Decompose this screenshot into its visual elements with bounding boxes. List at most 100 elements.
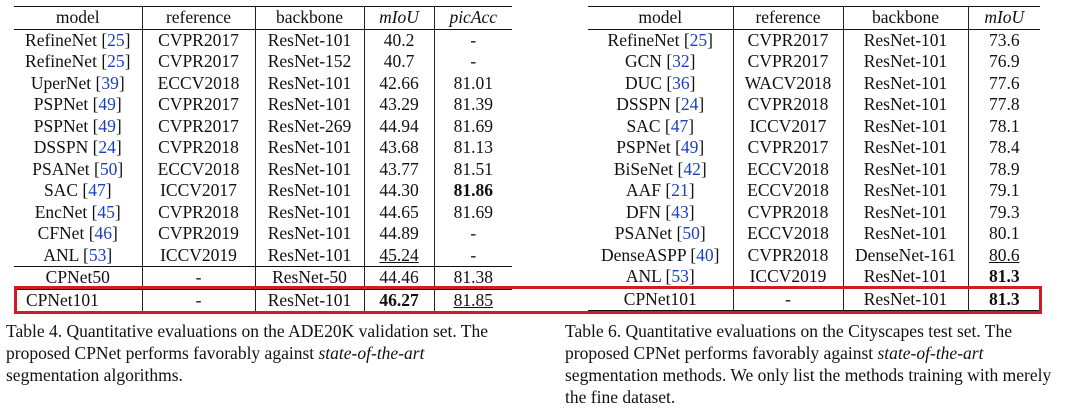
model-cell: GCN [32] [588, 51, 734, 73]
miou-cell: 40.7 [364, 51, 435, 73]
miou-cell: 81.3 [988, 266, 1020, 286]
header-backbone: backbone [843, 6, 969, 30]
backbone-cell: ResNet-101 [843, 94, 969, 116]
model-cell: CPNet101 [588, 287, 734, 311]
reference-cell: ECCV2018 [142, 72, 256, 94]
miou-cell: 42.66 [364, 72, 435, 94]
citation-link[interactable]: 25 [107, 29, 125, 50]
table-row: SAC [47] ICCV2017 ResNet-101 44.30 81.86 [14, 180, 512, 202]
model-cell: PSANet [50] [588, 223, 734, 245]
picacc-cell: 81.85 [434, 288, 512, 312]
citation-link[interactable]: 46 [94, 223, 113, 243]
header-reference: reference [733, 6, 844, 30]
citation-link[interactable]: 24 [98, 137, 116, 157]
picacc-cell: 81.01 [453, 72, 493, 93]
citation-link[interactable]: 36 [672, 72, 690, 93]
model-cell: DFN [43] [588, 201, 734, 223]
table-row: RefineNet [25] CVPR2017 ResNet-101 73.6 [588, 29, 1040, 51]
backbone-cell: ResNet-101 [255, 72, 365, 94]
citation-link[interactable]: 47 [88, 180, 106, 200]
backbone-cell: ResNet-101 [843, 51, 969, 73]
citation-link[interactable]: 32 [672, 51, 690, 71]
model-cell: CFNet [46] [14, 223, 143, 245]
citation-link[interactable]: 25 [107, 51, 125, 71]
reference-cell: ICCV2019 [142, 244, 256, 267]
miou-cell: 76.9 [988, 51, 1020, 71]
citation-link[interactable]: 40 [696, 244, 714, 265]
backbone-cell: ResNet-101 [843, 72, 969, 94]
backbone-cell: ResNet-101 [255, 137, 365, 159]
table-row: ANL [53] ICCV2019 ResNet-101 81.3 [588, 266, 1040, 288]
table-row: RefineNet [25] CVPR2017 ResNet-152 40.7 … [14, 51, 512, 73]
model-cell: BiSeNet [42] [588, 158, 734, 180]
citation-link[interactable]: 45 [97, 201, 115, 222]
citation-link[interactable]: 43 [671, 201, 689, 222]
model-cell: DUC [36] [588, 72, 734, 94]
backbone-cell: ResNet-101 [843, 223, 969, 245]
citation-link[interactable]: 21 [671, 180, 689, 200]
reference-cell: ICCV2019 [733, 266, 844, 288]
reference-cell: ECCV2018 [142, 158, 256, 180]
model-cell: EncNet [45] [14, 201, 143, 223]
reference-cell: CVPR2018 [142, 137, 256, 159]
backbone-cell: ResNet-152 [255, 51, 365, 73]
miou-cell: 43.77 [364, 158, 435, 180]
table-row: DFN [43] CVPR2018 ResNet-101 79.3 [588, 201, 1040, 223]
reference-cell: CVPR2017 [142, 29, 256, 51]
model-cell: PSPNet [49] [14, 115, 143, 137]
table-row: DUC [36] WACV2018 ResNet-101 77.6 [588, 72, 1040, 94]
citation-link[interactable]: 49 [98, 115, 116, 136]
table-row: PSANet [50] ECCV2018 ResNet-101 80.1 [588, 223, 1040, 245]
model-cell: RefineNet [25] [14, 51, 143, 73]
table-row: PSANet [50] ECCV2018 ResNet-101 43.77 81… [14, 158, 512, 180]
reference-cell: CVPR2017 [142, 94, 256, 116]
citation-link[interactable]: 42 [683, 158, 701, 179]
miou-cell: 80.6 [988, 244, 1020, 265]
header-miou: mIoU [968, 6, 1040, 30]
miou-cell: 44.89 [364, 223, 435, 245]
reference-cell: CVPR2017 [142, 51, 256, 73]
picacc-cell: - [470, 29, 477, 50]
citation-link[interactable]: 50 [99, 158, 118, 179]
miou-cell: 77.6 [988, 72, 1020, 93]
header-picacc: picAcc [434, 6, 512, 30]
backbone-cell: ResNet-101 [255, 244, 365, 267]
citation-link[interactable]: 49 [98, 94, 116, 114]
miou-cell: 44.46 [364, 266, 435, 289]
backbone-cell: ResNet-101 [843, 201, 969, 223]
miou-cell: 43.29 [364, 94, 435, 116]
miou-cell: 78.4 [988, 137, 1020, 157]
backbone-cell: DenseNet-161 [843, 244, 969, 266]
citation-link[interactable]: 24 [680, 94, 699, 114]
table-6: model reference backbone mIoU RefineNet … [588, 6, 1040, 311]
citation-link[interactable]: 39 [101, 72, 119, 93]
citation-link[interactable]: 53 [88, 244, 107, 265]
reference-cell: ECCV2018 [733, 158, 844, 180]
miou-cell: 46.27 [364, 288, 435, 312]
backbone-cell: ResNet-101 [843, 115, 969, 137]
citation-link[interactable]: 50 [682, 223, 700, 243]
miou-cell: 43.68 [364, 137, 435, 159]
model-cell: RefineNet [25] [588, 29, 734, 51]
backbone-cell: ResNet-101 [255, 201, 365, 223]
picacc-cell: 81.69 [453, 115, 493, 136]
model-cell: DSSPN [24] [588, 94, 734, 116]
backbone-cell: ResNet-50 [255, 266, 365, 289]
citation-link[interactable]: 53 [671, 266, 689, 286]
table-row: GCN [32] CVPR2017 ResNet-101 76.9 [588, 51, 1040, 73]
highlight-box [14, 286, 1042, 314]
table-row: DSSPN [24] CVPR2018 ResNet-101 43.68 81.… [14, 137, 512, 159]
picacc-cell: 81.69 [453, 201, 493, 222]
citation-link[interactable]: 47 [670, 115, 689, 136]
table-row: EncNet [45] CVPR2018 ResNet-101 44.65 81… [14, 201, 512, 223]
miou-cell: 81.3 [968, 287, 1040, 311]
citation-link[interactable]: 25 [689, 29, 708, 50]
table-row: PSPNet [49] CVPR2017 ResNet-269 44.94 81… [14, 115, 512, 137]
reference-cell: WACV2018 [733, 72, 844, 94]
citation-link[interactable]: 49 [680, 137, 699, 157]
miou-cell: 45.24 [364, 244, 435, 267]
picacc-cell: - [470, 223, 477, 243]
backbone-cell: ResNet-101 [255, 29, 365, 51]
picacc-cell: 81.51 [453, 158, 493, 179]
model-cell: DenseASPP [40] [588, 244, 734, 266]
